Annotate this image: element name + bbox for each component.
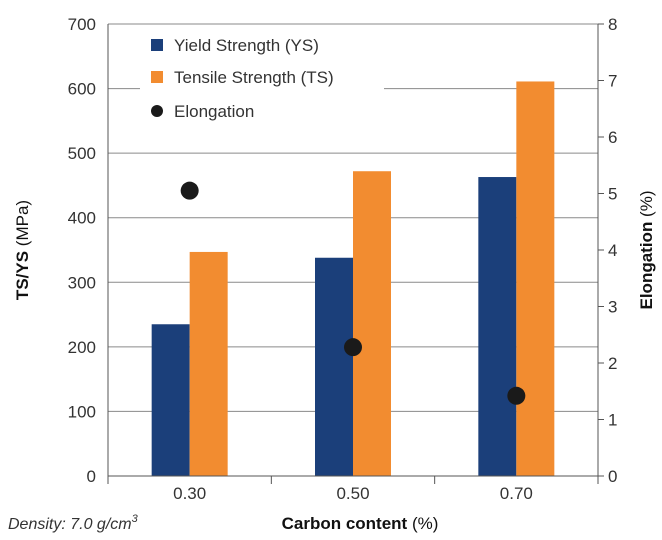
y2-axis-title-unit: (%) <box>637 191 656 222</box>
elongation-point <box>344 338 362 357</box>
y-tick-label: 600 <box>68 80 96 99</box>
y-tick-label: 0 <box>87 467 96 486</box>
y-tick-label: 200 <box>68 338 96 357</box>
bar-yield-strength <box>151 324 190 476</box>
x-axis-title-unit: (%) <box>407 514 438 533</box>
y-tick-label: 700 <box>68 15 96 34</box>
legend-background <box>140 30 384 130</box>
x-tick-label: 0.50 <box>336 484 369 503</box>
legend-label-tensile-strength: Tensile Strength (TS) <box>174 68 334 87</box>
elongation-points <box>180 181 526 405</box>
y2-tick-label: 6 <box>608 128 617 147</box>
bar-yield-strength <box>315 257 353 476</box>
y-axis-title-unit: (MPa) <box>13 200 32 251</box>
bar-tensile-strength <box>516 81 555 477</box>
y-tick-label: 500 <box>68 144 96 163</box>
x-tick-label: 0.70 <box>500 484 533 503</box>
y-axis-title: TS/YS (MPa) <box>13 200 32 300</box>
density-note-label: Density: 7.0 g/cm <box>8 516 132 533</box>
y2-tick-label: 2 <box>608 354 617 373</box>
legend-label-yield-strength: Yield Strength (YS) <box>174 36 319 55</box>
y2-tick-label: 4 <box>608 241 617 260</box>
right-axis-ticks: 0 1 2 3 4 5 6 7 8 <box>598 15 617 486</box>
y2-tick-label: 0 <box>608 467 617 486</box>
x-tick-label: 0.30 <box>173 484 206 503</box>
density-note-superscript: 3 <box>132 513 139 525</box>
x-axis-ticks: 0.30 0.50 0.70 <box>107 476 599 503</box>
y2-axis-title-bold: Elongation <box>637 222 656 310</box>
y2-tick-label: 1 <box>608 411 617 430</box>
density-note: Density: 7.0 g/cm3 <box>8 513 139 533</box>
y2-tick-label: 7 <box>608 72 617 91</box>
y2-axis-title: Elongation (%) <box>637 191 656 310</box>
y-tick-label: 400 <box>68 209 96 228</box>
y-tick-label: 300 <box>68 273 96 292</box>
elongation-point <box>507 386 526 405</box>
legend-label-elongation: Elongation <box>174 102 254 121</box>
left-axis-ticks: 0 100 200 300 400 500 600 700 <box>68 15 96 486</box>
y-tick-label: 100 <box>68 402 96 421</box>
bar-tensile-strength <box>189 251 228 476</box>
bar-yield-strength <box>478 177 517 476</box>
legend: Yield Strength (YS) Tensile Strength (TS… <box>140 30 384 130</box>
legend-swatch-tensile-strength <box>151 71 163 83</box>
elongation-point <box>180 181 199 200</box>
y2-tick-label: 3 <box>608 298 617 317</box>
y2-tick-label: 5 <box>608 185 617 204</box>
bar-tensile-strength <box>353 171 391 477</box>
bars <box>151 81 555 477</box>
x-axis-title: Carbon content (%) <box>282 514 439 533</box>
y-axis-title-bold: TS/YS <box>13 251 32 300</box>
y2-tick-label: 8 <box>608 15 617 34</box>
x-axis-title-bold: Carbon content <box>282 514 408 533</box>
legend-swatch-yield-strength <box>151 39 163 51</box>
legend-marker-elongation <box>151 105 163 117</box>
